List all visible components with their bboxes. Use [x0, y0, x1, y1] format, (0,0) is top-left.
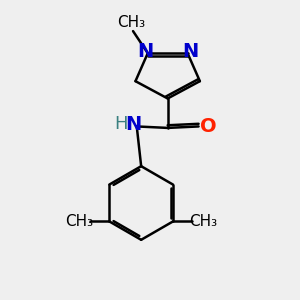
- Text: CH₃: CH₃: [118, 15, 146, 30]
- Text: N: N: [182, 42, 198, 61]
- Text: H: H: [115, 115, 128, 133]
- Text: N: N: [125, 115, 141, 134]
- Text: CH₃: CH₃: [189, 214, 217, 229]
- Text: CH₃: CH₃: [65, 214, 93, 229]
- Text: O: O: [200, 117, 216, 136]
- Text: N: N: [137, 42, 154, 61]
